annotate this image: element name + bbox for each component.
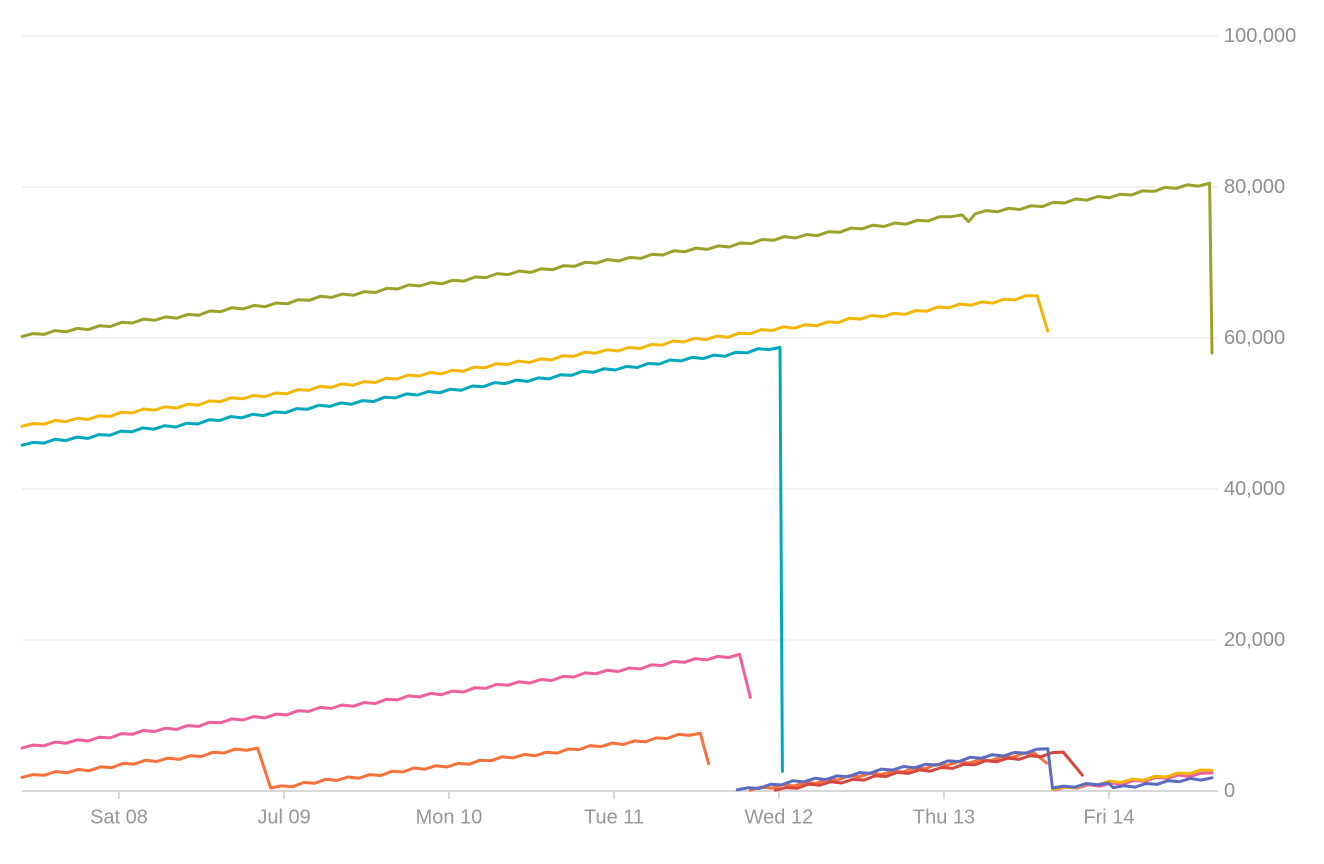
x-axis-label: Tue 11 [584,807,644,829]
y-axis-label: 100,000 [1224,25,1296,47]
x-axis-label: Jul 09 [257,807,310,829]
orange-series-line[interactable] [20,731,711,790]
teal-series-line[interactable] [20,345,784,773]
pink-series-line[interactable] [20,652,752,750]
y-axis-label: 80,000 [1224,176,1285,198]
x-axis-label: Mon 10 [416,807,483,829]
gold-series-line[interactable] [20,294,1050,428]
x-axis-label: Sat 08 [90,807,148,829]
y-axis-label: 40,000 [1224,478,1285,500]
red-series-line[interactable] [773,750,1084,792]
indigo-series-line[interactable] [735,747,1214,792]
x-axis-label: Fri 14 [1083,807,1134,829]
y-axis-label: 20,000 [1224,629,1285,651]
x-axis-label: Thu 13 [913,807,975,829]
y-axis-label: 60,000 [1224,327,1285,349]
y-axis-label: 0 [1224,780,1235,802]
olive-series-line[interactable] [20,181,1214,355]
x-axis-label: Wed 12 [745,807,814,829]
